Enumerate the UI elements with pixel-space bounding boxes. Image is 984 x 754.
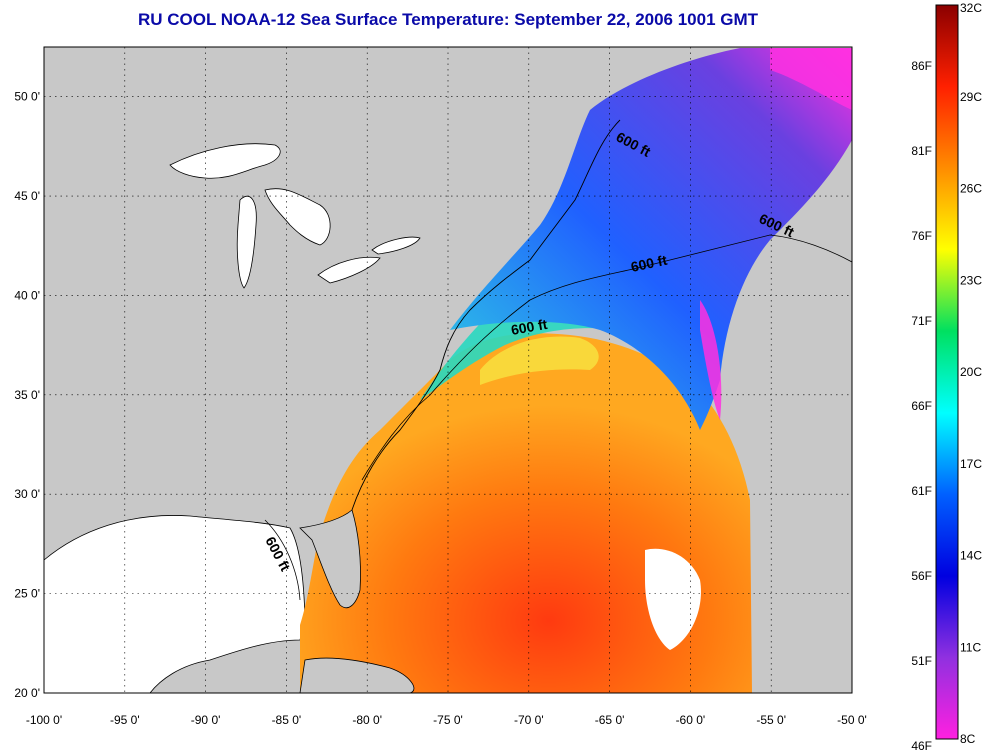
lon-tick-label: -95 0'	[110, 713, 140, 727]
us-coastline	[351, 119, 621, 511]
colorbar-fahrenheit-label: 76F	[911, 229, 932, 243]
colorbar-celsius-label: 29C	[960, 90, 982, 104]
contour-label-scotian-shelf: 600 ft	[629, 252, 668, 275]
colorbar-celsius-label: 17C	[960, 457, 982, 471]
colorbar-fahrenheit-label: 71F	[911, 314, 932, 328]
lat-tick-label: 25 0'	[14, 587, 40, 601]
lat-tick-label: 40 0'	[14, 288, 40, 302]
colorbar-celsius-label: 11C	[960, 640, 981, 654]
gulf-no-data	[43, 515, 306, 694]
colorbar-fahrenheit-label: 86F	[911, 59, 932, 73]
lon-tick-label: -60 0'	[676, 713, 706, 727]
latitude-labels: 20 0' 25 0' 30 0' 35 0' 40 0' 45 0' 50 0'	[14, 90, 40, 700]
map-frame	[43, 46, 853, 694]
lon-tick-label: -85 0'	[272, 713, 302, 727]
colorbar-fahrenheit-labels: 86F 81F 76F 71F 66F 61F 56F 51F 46F	[911, 59, 932, 753]
lat-tick-label: 30 0'	[14, 487, 40, 501]
great-lakes	[169, 143, 421, 289]
lon-tick-label: -50 0'	[837, 713, 867, 727]
contour-label-mid-atlantic: 600 ft	[510, 316, 549, 338]
colorbar-fahrenheit-label: 56F	[911, 569, 932, 583]
colorbar-fahrenheit-label: 51F	[911, 654, 932, 668]
colorbar-celsius-label: 23C	[960, 273, 982, 287]
colorbar-celsius-label: 26C	[960, 182, 982, 196]
colorbar	[935, 4, 959, 740]
lon-tick-label: -55 0'	[756, 713, 786, 727]
lon-tick-label: -80 0'	[352, 713, 382, 727]
lat-tick-label: 35 0'	[14, 388, 40, 402]
lat-tick-label: 50 0'	[14, 90, 40, 104]
colorbar-celsius-label: 32C	[960, 1, 982, 15]
lon-tick-label: -100 0'	[26, 713, 62, 727]
lat-tick-label: 20 0'	[14, 686, 40, 700]
lon-tick-label: -90 0'	[191, 713, 221, 727]
colorbar-fahrenheit-label: 81F	[911, 144, 932, 158]
lon-tick-label: -70 0'	[514, 713, 544, 727]
colorbar-fahrenheit-label: 66F	[911, 399, 932, 413]
colorbar-celsius-label: 14C	[960, 549, 982, 563]
colorbar-celsius-label: 20C	[960, 365, 982, 379]
colorbar-celsius-label: 8C	[960, 732, 976, 746]
colorbar-celsius-labels: 32C 29C 26C 23C 20C 17C 14C 11C 8C	[960, 1, 982, 746]
lon-tick-label: -65 0'	[595, 713, 625, 727]
lon-tick-label: -75 0'	[433, 713, 463, 727]
contour-600ft	[264, 234, 853, 601]
colorbar-fahrenheit-label: 46F	[911, 739, 932, 753]
map-title: RU COOL NOAA-12 Sea Surface Temperature:…	[137, 10, 759, 29]
lat-tick-label: 45 0'	[14, 189, 40, 203]
florida-land	[299, 509, 361, 609]
colorbar-fahrenheit-label: 61F	[911, 484, 932, 498]
longitude-labels: -100 0' -95 0' -90 0' -85 0' -80 0' -75 0' -70…	[26, 713, 867, 727]
sst-field	[299, 48, 852, 694]
